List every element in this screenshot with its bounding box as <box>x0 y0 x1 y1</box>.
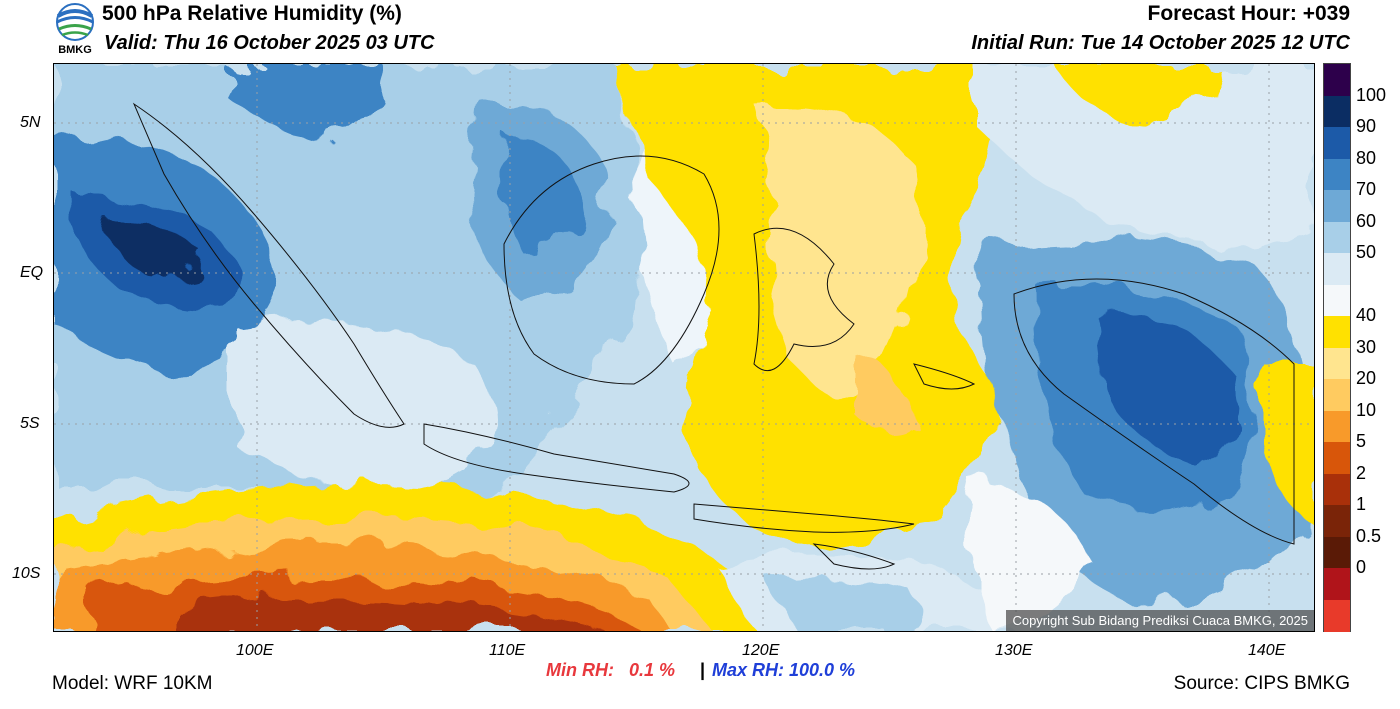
model-label: Model: WRF 10KM <box>52 673 213 694</box>
lat-label-eq: EQ <box>20 264 44 281</box>
chart-title: 500 hPa Relative Humidity (%) <box>102 2 402 25</box>
colorbar-label: 20 <box>1356 368 1377 388</box>
source-label: Source: CIPS BMKG <box>1173 673 1350 694</box>
bmkg-logo-icon: BMKG <box>52 2 98 60</box>
colorbar-swatch <box>1324 599 1350 632</box>
humidity-field <box>54 64 1314 631</box>
colorbar-swatch <box>1324 568 1350 600</box>
lon-label-110e: 110E <box>489 642 526 659</box>
colorbar-swatch <box>1324 190 1350 222</box>
lat-label-5s: 5S <box>20 415 40 432</box>
colorbar-label: 0 <box>1356 557 1367 577</box>
initial-run: Initial Run: Tue 14 October 2025 12 UTC <box>971 32 1350 54</box>
colorbar-swatch <box>1324 127 1350 159</box>
colorbar-label: 0.5 <box>1356 525 1382 546</box>
colorbar-label: 2 <box>1356 462 1367 483</box>
colorbar-label: 10 <box>1356 399 1377 420</box>
colorbar-label: 60 <box>1356 210 1377 231</box>
colorbar-swatch <box>1324 379 1350 411</box>
colorbar-swatch <box>1324 347 1350 380</box>
colorbar-label: 1 <box>1356 494 1367 514</box>
lat-label-5n: 5N <box>20 114 41 131</box>
copyright-notice: Copyright Sub Bidang Prediksi Cuaca BMKG… <box>1006 610 1314 631</box>
max-rh: Max RH: 100.0 % <box>712 660 856 680</box>
coastlines <box>132 102 1295 570</box>
colorbar-swatch <box>1324 64 1350 96</box>
colorbar-label: 90 <box>1356 116 1377 136</box>
colorbar-label: 5 <box>1356 431 1367 451</box>
lon-label-100e: 100E <box>236 642 274 659</box>
valid-time: Valid: Thu 16 October 2025 03 UTC <box>104 32 435 54</box>
colorbar-label: 30 <box>1356 336 1377 357</box>
lon-label-140e: 140E <box>1248 642 1286 659</box>
colorbar-swatch <box>1324 505 1350 537</box>
lon-label-130e: 130E <box>995 642 1033 659</box>
colorbar-swatch <box>1324 473 1350 506</box>
lon-label-120e: 120E <box>742 642 780 659</box>
colorbar-swatch <box>1324 536 1350 569</box>
logo-text: BMKG <box>58 44 92 56</box>
colorbar-swatch <box>1324 410 1350 443</box>
forecast-hour: Forecast Hour: +039 <box>1147 2 1351 25</box>
colorbar-swatch <box>1324 158 1350 191</box>
colorbar-label: 50 <box>1356 242 1377 262</box>
colorbar-swatch <box>1324 316 1350 348</box>
colorbar-label: 100 <box>1356 84 1387 105</box>
colorbar-swatch <box>1324 284 1350 317</box>
min-rh: Min RH: 0.1 % <box>546 660 676 680</box>
humidity-map: Copyright Sub Bidang Prediksi Cuaca BMKG… <box>53 63 1315 632</box>
colorbar-label: 70 <box>1356 179 1377 199</box>
colorbar <box>1323 63 1351 632</box>
colorbar-swatch <box>1324 253 1350 285</box>
colorbar-swatch <box>1324 221 1350 254</box>
colorbar-swatch <box>1324 95 1350 128</box>
colorbar-label: 40 <box>1356 305 1377 325</box>
lat-label-10s: 10S <box>12 565 41 582</box>
colorbar-label: 80 <box>1356 147 1377 168</box>
colorbar-swatch <box>1324 442 1350 474</box>
stats-separator: | <box>700 660 706 680</box>
